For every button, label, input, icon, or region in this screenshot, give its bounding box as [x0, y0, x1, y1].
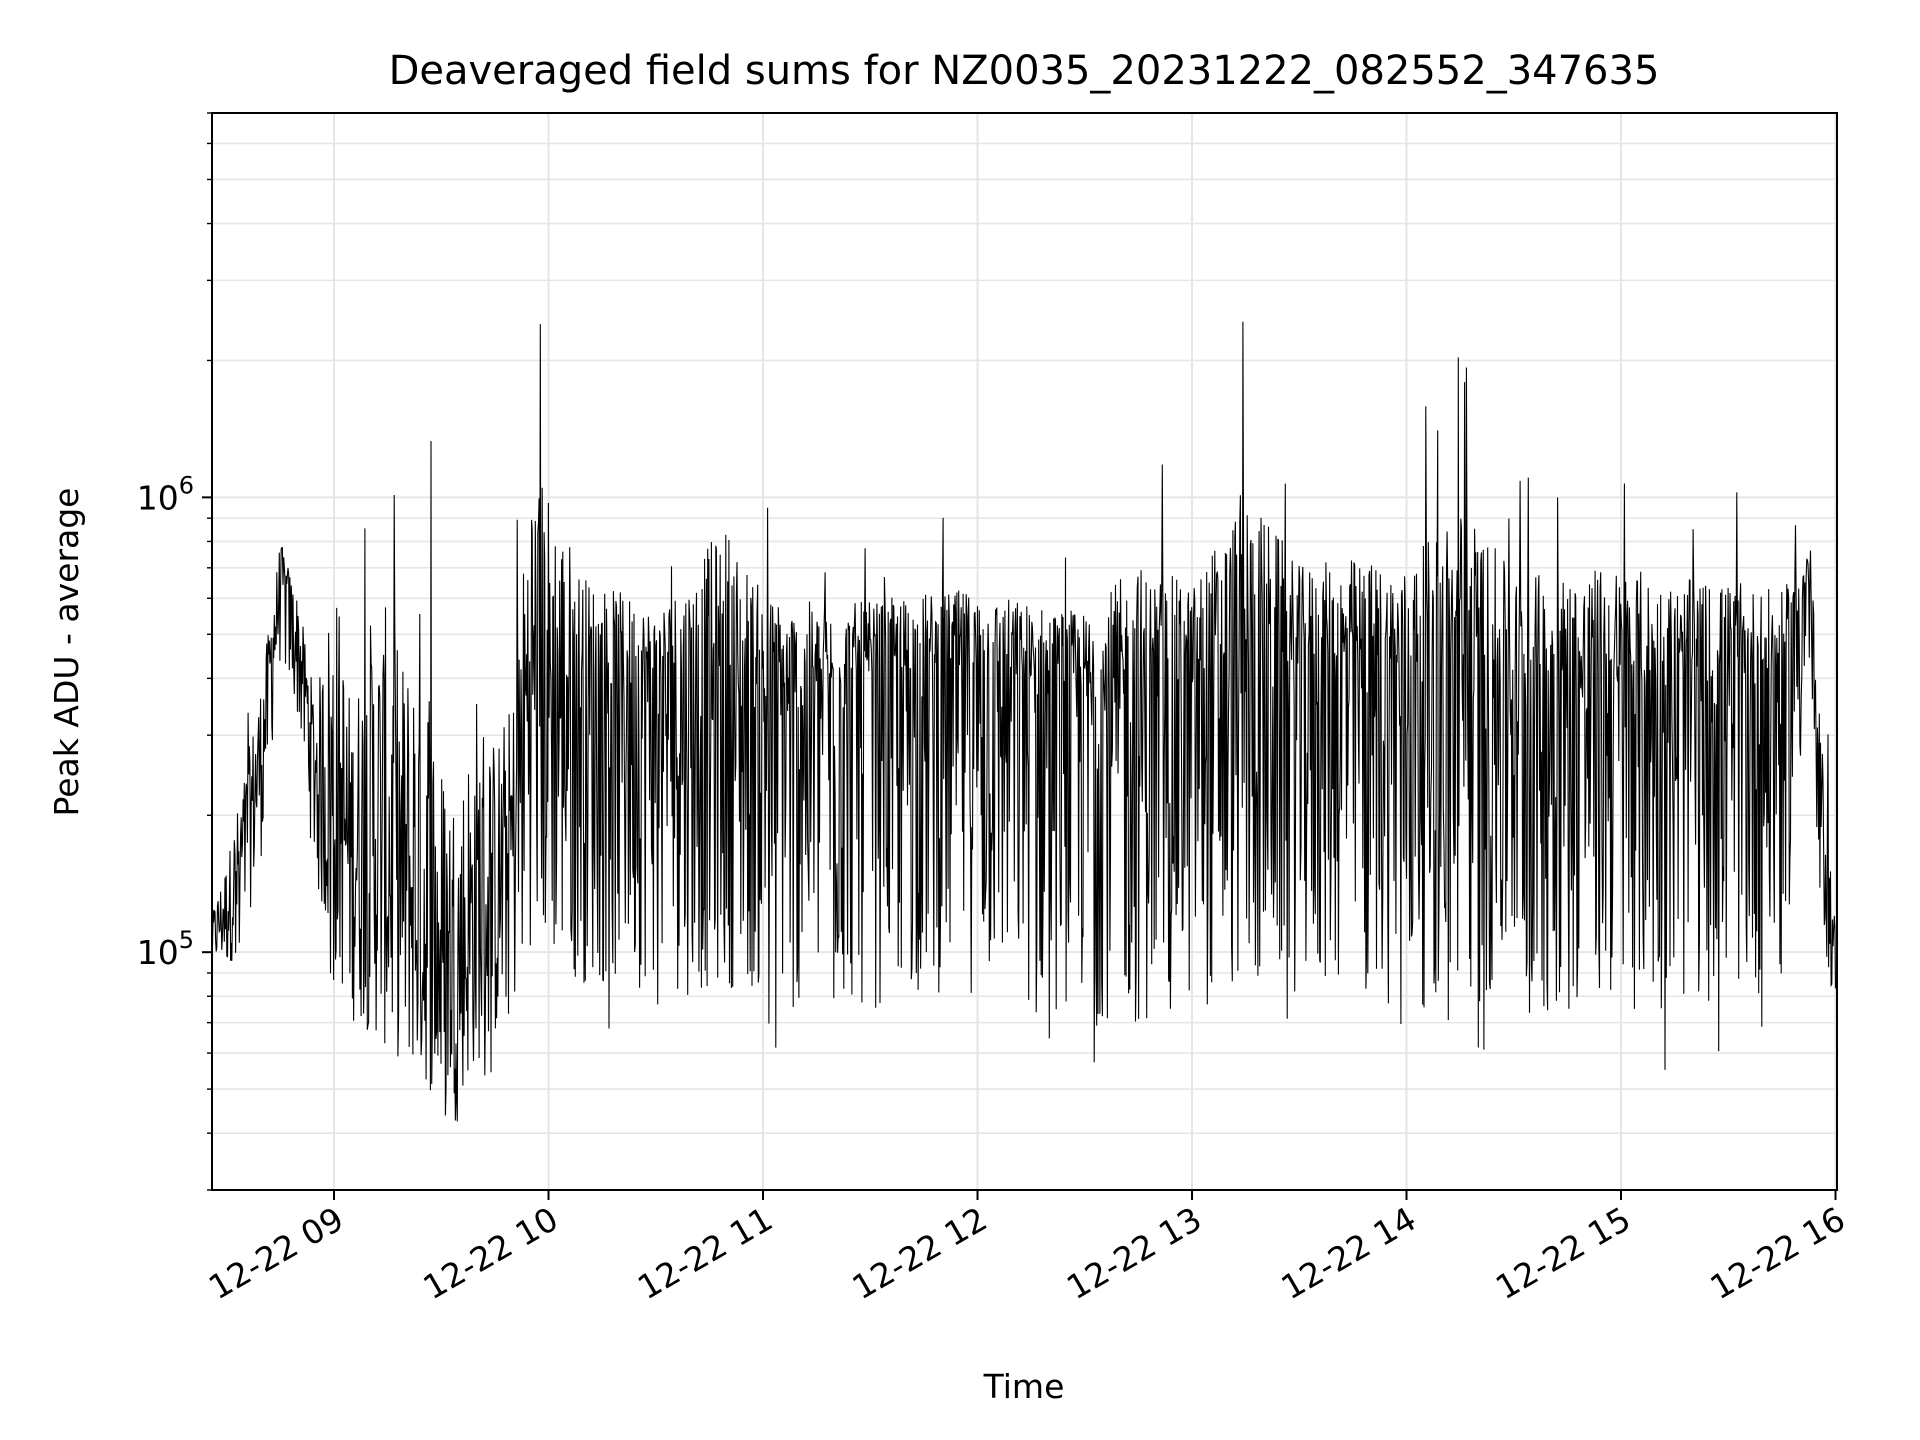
x-axis-label: Time	[983, 1367, 1065, 1406]
data-series	[212, 321, 1837, 1122]
chart-title: Deaveraged field sums for NZ0035_2023122…	[389, 48, 1660, 94]
y-axis-label: Peak ADU - average	[47, 488, 86, 817]
plot-frame	[211, 112, 1838, 1191]
y-tick-label: 106	[137, 471, 194, 517]
y-tick-label: 105	[137, 926, 194, 972]
series-line	[212, 321, 1837, 1122]
